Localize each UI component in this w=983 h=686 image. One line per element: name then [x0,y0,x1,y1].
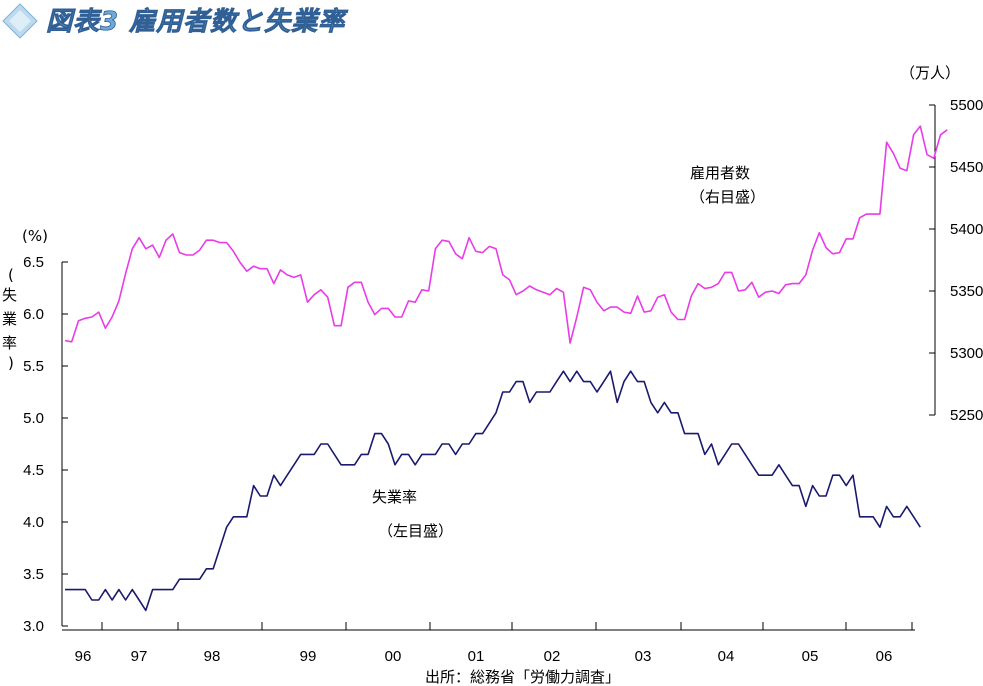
left-axis-unit: (%) [22,227,48,245]
right-tick-label: 5450 [950,159,983,176]
svg-text:): ) [8,354,14,372]
right-tick-label: 5350 [950,283,983,300]
x-tick-label: 96 [75,648,92,665]
right-tick-label: 5500 [950,97,983,114]
left-axis-label-char-2: 率 [2,334,17,352]
left-axis-label-char-0: 失 [2,286,17,304]
right-tick-label: 5300 [950,345,983,362]
left-tick-label: 4.5 [23,462,44,479]
left-tick-label: 5.5 [23,358,44,375]
left-tick-label: 6.5 [23,254,44,271]
unemployment-annotation-line2: （左目盛） [378,522,453,540]
left-tick-label: 3.5 [23,566,44,583]
x-tick-label: 98 [204,648,221,665]
x-tick-label: 01 [468,648,485,665]
unemployment-rate-line [65,370,921,612]
right-tick-label: 5250 [950,407,983,424]
unemployment-annotation-line1: 失業率 [372,488,417,506]
title-area: 図表3 雇用者数と失業率 [2,3,348,39]
right-tick-label: 5400 [950,221,983,238]
left-axis-label: ( 失 業 率 ) [2,266,17,372]
employees-line [64,125,948,344]
x-tick-label: 02 [544,648,561,665]
chart-title: 図表3 雇用者数と失業率 [46,7,348,37]
x-axis: 96 97 98 99 00 01 02 03 04 05 06 [62,622,915,665]
x-tick-label: 06 [876,648,893,665]
x-tick-label: 00 [385,648,402,665]
x-tick-label: 97 [131,648,148,665]
svg-text:(: ( [8,266,14,284]
left-axis: 3.0 3.5 4.0 4.5 5.0 5.5 6.0 6.5 [23,254,68,635]
employees-annotation-line2: （右目盛） [690,188,765,206]
x-tick-label: 03 [635,648,652,665]
employees-annotation-line1: 雇用者数 [690,164,750,182]
left-tick-label: 3.0 [23,618,44,635]
diamond-logo-icon [2,3,38,39]
left-tick-label: 6.0 [23,306,44,323]
left-axis-label-char-1: 業 [2,310,17,328]
x-tick-label: 99 [300,648,317,665]
left-tick-label: 5.0 [23,410,44,427]
x-tick-label: 05 [802,648,819,665]
left-tick-label: 4.0 [23,514,44,531]
source-note: 出所：総務省「労働力調査」 [425,668,620,686]
series-layer [64,125,948,612]
right-axis-unit: （万人） [900,64,960,82]
x-tick-label: 04 [718,648,735,665]
